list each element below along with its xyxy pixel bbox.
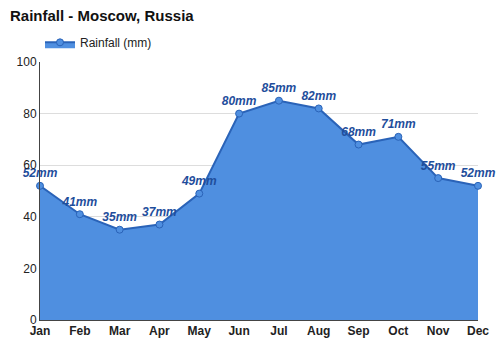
- svg-text:100: 100: [17, 55, 37, 69]
- svg-text:Oct: Oct: [388, 324, 408, 338]
- svg-text:Jun: Jun: [228, 324, 249, 338]
- svg-text:52mm: 52mm: [461, 166, 496, 180]
- svg-text:85mm: 85mm: [262, 81, 297, 95]
- svg-text:Rainfall (mm): Rainfall (mm): [80, 36, 151, 50]
- svg-text:60: 60: [23, 158, 37, 172]
- svg-text:Feb: Feb: [69, 324, 90, 338]
- svg-text:Nov: Nov: [427, 324, 450, 338]
- svg-text:Jan: Jan: [30, 324, 51, 338]
- svg-text:0: 0: [30, 313, 37, 327]
- svg-text:Apr: Apr: [149, 324, 170, 338]
- svg-text:37mm: 37mm: [142, 205, 177, 219]
- svg-text:68mm: 68mm: [341, 125, 376, 139]
- svg-text:Sep: Sep: [348, 324, 370, 338]
- svg-text:52mm: 52mm: [23, 166, 58, 180]
- svg-text:35mm: 35mm: [102, 210, 137, 224]
- svg-text:71mm: 71mm: [381, 117, 416, 131]
- svg-text:Dec: Dec: [467, 324, 489, 338]
- svg-text:55mm: 55mm: [421, 159, 456, 173]
- svg-text:Jul: Jul: [270, 324, 287, 338]
- svg-text:Rainfall - Moscow, Russia: Rainfall - Moscow, Russia: [10, 7, 194, 24]
- svg-text:Mar: Mar: [109, 324, 131, 338]
- svg-text:80: 80: [23, 107, 37, 121]
- svg-text:49mm: 49mm: [181, 174, 217, 188]
- svg-text:May: May: [188, 324, 212, 338]
- svg-text:20: 20: [23, 262, 37, 276]
- svg-text:Aug: Aug: [307, 324, 330, 338]
- svg-text:41mm: 41mm: [61, 195, 97, 209]
- svg-text:40: 40: [23, 210, 37, 224]
- svg-text:80mm: 80mm: [222, 94, 257, 108]
- svg-text:82mm: 82mm: [301, 89, 336, 103]
